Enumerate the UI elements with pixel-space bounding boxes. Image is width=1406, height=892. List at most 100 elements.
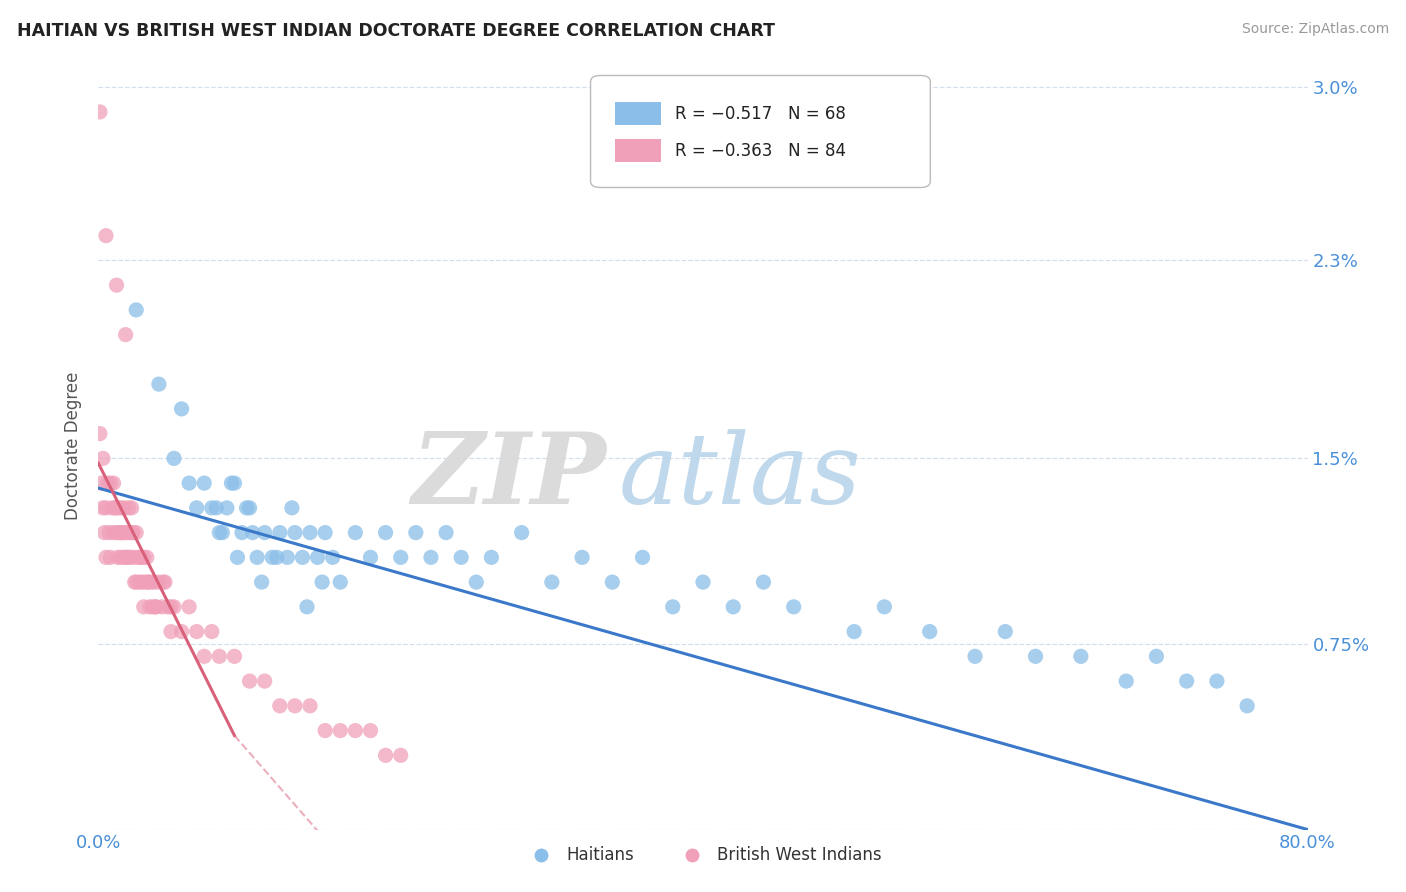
Point [91,451,114,466]
Point [752,575,775,590]
Point [89,104,111,119]
Point [136,575,159,590]
Point [142,599,165,614]
Bar [614,139,661,162]
Point [374,748,396,763]
Point [104,500,127,515]
Point [299,698,322,713]
Point [91,500,114,515]
Text: HAITIAN VS BRITISH WEST INDIAN DOCTORATE DEGREE CORRELATION CHART: HAITIAN VS BRITISH WEST INDIAN DOCTORATE… [17,22,775,40]
Point [107,500,129,515]
Point [145,599,167,614]
Point [96,476,118,491]
Point [322,550,344,565]
Point [307,550,329,565]
Point [1206,674,1229,689]
Point [121,500,143,515]
Point [450,550,472,565]
Point [246,550,269,565]
Point [110,550,132,565]
Point [100,476,122,491]
Point [108,525,131,540]
Point [211,525,233,540]
Point [135,550,157,565]
Point [179,599,201,614]
Point [136,575,159,590]
Point [1175,674,1198,689]
Point [231,525,253,540]
Point [284,698,307,713]
Point [105,525,128,540]
Point [139,599,162,614]
Point [1144,649,1167,664]
Point [631,550,654,565]
Point [156,599,179,614]
Point [114,327,136,342]
Point [329,723,352,738]
Point [389,748,412,763]
Point [250,575,273,590]
Point [141,575,163,590]
Point [170,401,193,416]
Point [118,525,141,540]
Point [420,550,443,565]
Point [152,575,174,590]
Point [465,575,488,590]
Point [314,723,336,738]
Point [125,302,148,317]
Point [481,550,503,565]
Point [844,624,866,639]
Point [1024,649,1046,664]
Point [215,500,238,515]
Point [201,624,224,639]
Point [266,550,288,565]
Point [783,599,806,614]
Point [115,550,138,565]
Point [1070,649,1092,664]
Point [239,674,262,689]
Bar [614,103,661,126]
Point [284,525,307,540]
Point [93,525,115,540]
Point [276,550,298,565]
Point [994,624,1017,639]
Point [111,525,134,540]
Point [150,599,173,614]
Point [193,649,215,664]
Point [145,599,167,614]
Point [103,525,125,540]
Point [163,451,186,466]
Point [118,500,141,515]
Point [571,550,593,565]
Point [100,550,122,565]
Point [281,500,304,515]
Text: R = −0.517   N = 68: R = −0.517 N = 68 [675,105,846,123]
Y-axis label: Doctorate Degree: Doctorate Degree [65,372,83,520]
Point [128,575,150,590]
Point [94,500,117,515]
Point [193,476,215,491]
Point [344,723,367,738]
Point [723,599,745,614]
Point [239,500,262,515]
Text: Source: ZipAtlas.com: Source: ZipAtlas.com [1241,22,1389,37]
Point [224,476,246,491]
Point [120,550,142,565]
Point [314,525,336,540]
Point [311,575,333,590]
Point [153,575,176,590]
Point [163,599,186,614]
Text: ZIP: ZIP [412,428,606,524]
Point [510,525,533,540]
Point [105,278,128,293]
Point [94,228,117,243]
Point [125,525,148,540]
Point [89,426,111,441]
Point [1115,674,1137,689]
Point [389,550,412,565]
Point [205,500,228,515]
Point [143,575,166,590]
Point [104,500,127,515]
Point [253,674,276,689]
Point [405,525,427,540]
